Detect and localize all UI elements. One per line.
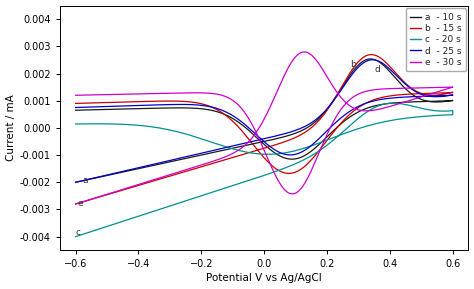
Text: b: b [350, 60, 356, 68]
Legend: a  - 10 s, b  - 15 s, c  - 20 s, d  - 25 s, e  - 30 s: a - 10 s, b - 15 s, c - 20 s, d - 25 s, … [406, 8, 466, 71]
Text: e: e [78, 199, 83, 208]
X-axis label: Potential V vs Ag/AgCl: Potential V vs Ag/AgCl [206, 273, 322, 284]
Text: d: d [374, 65, 380, 74]
Y-axis label: Current / mA: Current / mA [6, 95, 16, 161]
Text: a: a [82, 176, 88, 186]
Text: c: c [75, 228, 81, 237]
